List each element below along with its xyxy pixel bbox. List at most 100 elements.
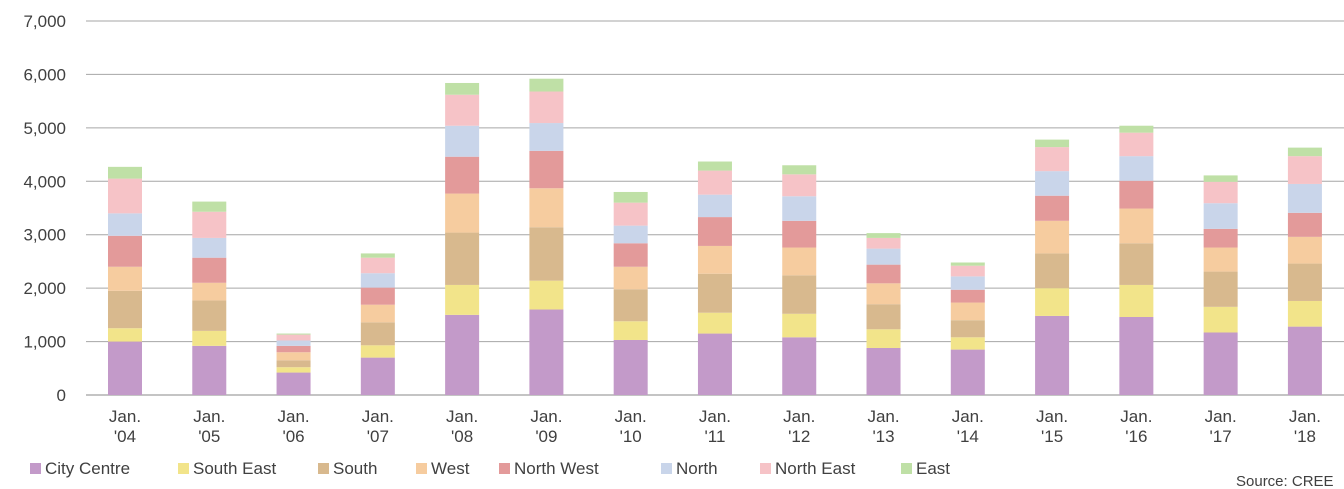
- bar-segment: [192, 282, 227, 301]
- y-tick-label: 6,000: [23, 65, 66, 84]
- legend-swatch: [178, 463, 189, 474]
- y-tick-label: 0: [57, 386, 66, 405]
- bar-segment: [1203, 332, 1238, 395]
- bar-segment: [866, 237, 901, 249]
- bar-segment: [1035, 139, 1070, 148]
- x-tick-label: Jan. '12: [783, 407, 815, 446]
- legend-label: North West: [514, 459, 599, 478]
- bar-segment: [108, 166, 142, 179]
- bar-segment: [1035, 220, 1070, 254]
- legend-label: East: [916, 459, 950, 478]
- bar-segment: [697, 194, 732, 218]
- bar-segment: [360, 345, 395, 358]
- bar-segment: [1035, 195, 1070, 221]
- legend-label: North East: [775, 459, 856, 478]
- bar-segment: [529, 227, 564, 281]
- bar-segment: [1203, 228, 1238, 248]
- bar-segment: [866, 304, 901, 330]
- bar-segment: [1287, 326, 1322, 395]
- legend-label: City Centre: [45, 459, 130, 478]
- bar-segment: [613, 289, 648, 322]
- x-tick-label: Jan. '13: [867, 407, 899, 446]
- y-tick-label: 3,000: [23, 226, 66, 245]
- bar-segment: [276, 340, 311, 346]
- bar-segment: [950, 320, 985, 338]
- bar-segment: [782, 247, 817, 276]
- bar-segment: [1119, 284, 1154, 317]
- bar-segment: [276, 352, 311, 361]
- x-tick-label: Jan. '07: [362, 407, 394, 446]
- bar-segment: [613, 225, 648, 244]
- bar-segment: [782, 174, 817, 197]
- x-tick-label: Jan. '05: [193, 407, 225, 446]
- y-tick-label: 5,000: [23, 119, 66, 138]
- bar-segment: [529, 150, 564, 189]
- legend-swatch: [499, 463, 510, 474]
- bar-segment: [1287, 156, 1322, 184]
- bar-segment: [1119, 156, 1154, 181]
- bar-segment: [866, 264, 901, 284]
- bar-segment: [1119, 125, 1154, 133]
- bar-segment: [360, 322, 395, 346]
- bar-segment: [782, 337, 817, 395]
- bar-segment: [108, 235, 142, 267]
- source-note: Source: CREE: [1236, 473, 1334, 489]
- bar-segment: [950, 265, 985, 277]
- bar-segment: [782, 165, 817, 175]
- bar-segment: [360, 253, 395, 258]
- bar-segment: [276, 345, 311, 353]
- bar-segment: [613, 243, 648, 267]
- bar-segment: [108, 341, 142, 395]
- bar-segment: [950, 289, 985, 303]
- x-tick-label: Jan. '17: [1205, 407, 1237, 446]
- legend-label: North: [676, 459, 718, 478]
- y-tick-label: 1,000: [23, 333, 66, 352]
- bar-segment: [192, 201, 227, 212]
- bar-segment: [108, 290, 142, 329]
- bar-segment: [1035, 315, 1070, 395]
- bar-segment: [360, 357, 395, 395]
- bar-segment: [613, 321, 648, 340]
- bar-segment: [866, 347, 901, 395]
- bar-segment: [529, 91, 564, 124]
- bar-segment: [697, 273, 732, 313]
- legend-label: South East: [193, 459, 276, 478]
- bar-segment: [1287, 212, 1322, 237]
- bar-segment: [529, 123, 564, 151]
- bar-segment: [782, 313, 817, 338]
- bar-segment: [192, 345, 227, 395]
- x-tick-label: Jan. '14: [952, 407, 984, 446]
- y-tick-label: 7,000: [23, 12, 66, 31]
- x-tick-label: Jan. '04: [109, 407, 141, 446]
- y-tick-label: 2,000: [23, 279, 66, 298]
- bar-segment: [782, 220, 817, 248]
- bar-segment: [697, 333, 732, 395]
- bar-segment: [445, 82, 480, 95]
- bar-segment: [1035, 253, 1070, 289]
- bar-segment: [950, 276, 985, 290]
- bar-segment: [1287, 263, 1322, 301]
- bar-segment: [1119, 316, 1154, 395]
- legend-swatch: [416, 463, 427, 474]
- bar-segment: [613, 202, 648, 226]
- bar-segment: [445, 125, 480, 157]
- bar-segment: [697, 312, 732, 334]
- bar-segment: [950, 337, 985, 350]
- bar-segment: [445, 314, 480, 395]
- bar-segment: [445, 94, 480, 126]
- bar-segment: [360, 257, 395, 274]
- x-tick-label: Jan. '15: [1036, 407, 1068, 446]
- bar-segment: [950, 349, 985, 395]
- bar-segment: [950, 262, 985, 266]
- bar-segment: [529, 188, 564, 228]
- bar-segment: [1119, 132, 1154, 157]
- bar-segment: [1203, 306, 1238, 333]
- x-axis-tick-labels: Jan. '04 Jan. '05 Jan. '06 Jan. '07 Jan. '08 Jan. '…: [109, 407, 1321, 446]
- bar-segment: [1203, 203, 1238, 229]
- bar-segment: [1287, 300, 1322, 327]
- bar-segment: [445, 232, 480, 285]
- bar-segment: [445, 193, 480, 233]
- bar-segment: [529, 309, 564, 395]
- bar-segment: [613, 191, 648, 203]
- bar-segment: [276, 367, 311, 373]
